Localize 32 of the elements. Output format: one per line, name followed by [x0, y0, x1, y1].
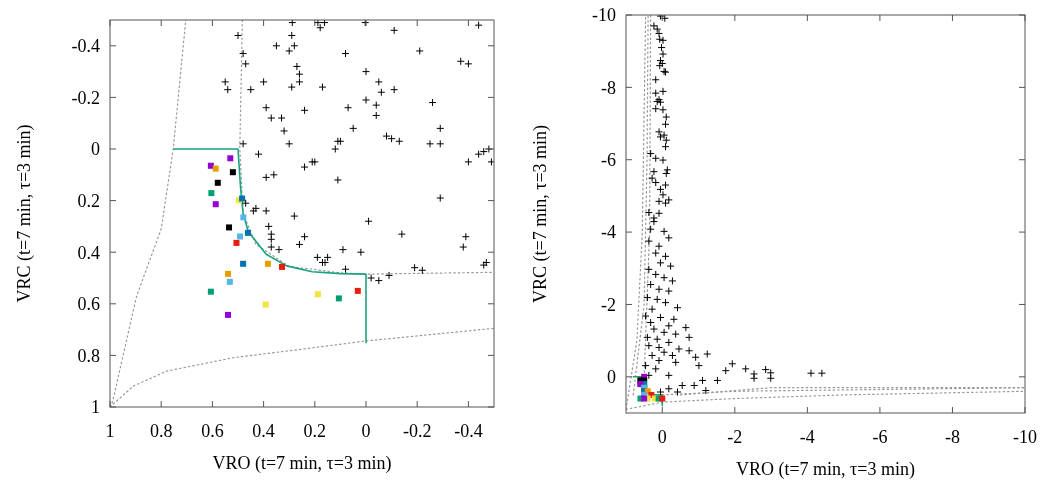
- x-tick-label: -4: [799, 427, 815, 447]
- x-tick-label: 0.6: [201, 421, 224, 441]
- x-tick-label: -6: [872, 427, 888, 447]
- y-tick-label: 0: [607, 367, 616, 388]
- y-tick-label: -10: [592, 5, 616, 26]
- x-tick-label: 0: [361, 421, 371, 441]
- x-tick-label: -2: [727, 427, 743, 447]
- x-tick-label: 1: [105, 421, 115, 441]
- x-tick-label: 0.8: [149, 421, 173, 441]
- y-tick-label: -4: [601, 222, 616, 243]
- y-tick-label: 0.8: [77, 345, 100, 366]
- y-axis-title: VRC (t=7 min, τ=3 min): [530, 124, 551, 304]
- y-tick-label: 0.4: [77, 242, 100, 263]
- y-tick-label: -0.2: [71, 87, 100, 108]
- y-tick-label: 0.2: [77, 190, 100, 211]
- x-axis-title: VRO (t=7 min, τ=3 min): [735, 459, 916, 480]
- x-tick-label: -0.4: [454, 421, 483, 441]
- y-tick-label: -2: [601, 294, 616, 315]
- y-tick-label: 0: [91, 139, 100, 160]
- y-tick-label: -6: [601, 150, 616, 171]
- x-tick-label: 0.4: [252, 421, 275, 441]
- y-tick-label: -8: [601, 77, 616, 98]
- y-tick-label: -0.4: [71, 36, 100, 57]
- x-tick-label: -0.2: [402, 421, 432, 441]
- x-tick-label: 0: [657, 427, 667, 447]
- x-tick-label: -8: [944, 427, 960, 447]
- x-tick-label: 0.2: [303, 421, 327, 441]
- x-axis-title: VRO (t=7 min, τ=3 min): [212, 453, 392, 474]
- y-tick-label: 1: [91, 397, 100, 418]
- y-tick-label: 0.6: [77, 294, 100, 315]
- y-axis-title: VRC (t=7 min, τ=3 min): [14, 124, 35, 303]
- x-tick-label: -10: [1013, 427, 1037, 447]
